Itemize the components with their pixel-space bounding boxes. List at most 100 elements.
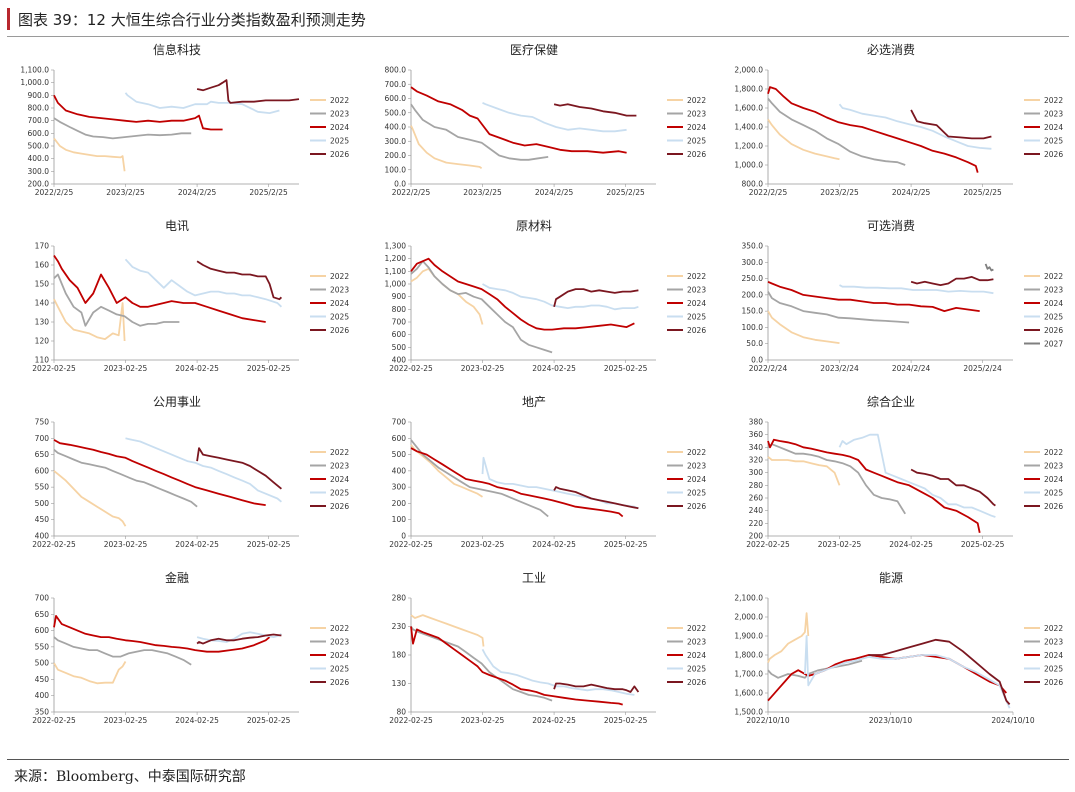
chart-panel-12: 能源 2,100.0 2,000.0 1,900.0 1,800.0 1,700.0 1,6… <box>734 571 1063 725</box>
x-tick-label: 2024-02-25 <box>532 540 576 549</box>
series-line-2024 <box>410 447 624 518</box>
panel-title: 能源 <box>879 571 903 585</box>
x-tick-label: 2024-02-25 <box>175 364 219 373</box>
y-tick-label: 150 <box>35 280 50 289</box>
y-tick-label: 700 <box>35 594 50 603</box>
x-tick-label: 2025-02-25 <box>604 364 648 373</box>
y-tick-label: 130 <box>392 679 407 688</box>
legend-label-2025: 2025 <box>1044 665 1063 674</box>
y-tick-label: 900.0 <box>28 91 50 100</box>
x-tick-label: 2023/2/25 <box>463 188 502 197</box>
y-tick-label: 200.0 <box>385 151 407 160</box>
y-tick-label: 220 <box>749 519 764 528</box>
y-tick-label: 1,900.0 <box>734 632 763 641</box>
y-tick-label: 280 <box>392 594 407 603</box>
legend-label-2026: 2026 <box>687 150 706 159</box>
y-tick-label: 350.0 <box>742 242 764 251</box>
y-tick-label: 750 <box>35 418 50 427</box>
y-tick-label: 1,100 <box>385 267 407 276</box>
y-tick-label: 200.0 <box>742 290 764 299</box>
y-tick-label: 350 <box>35 708 50 717</box>
y-tick-label: 300 <box>392 483 407 492</box>
series-line-2022 <box>53 137 126 172</box>
y-tick-label: 2,000.0 <box>734 613 763 622</box>
series-line-2026 <box>196 633 282 645</box>
panel-title: 医疗保健 <box>510 43 558 57</box>
series-line-2025 <box>124 92 280 114</box>
y-tick-label: 380 <box>749 418 764 427</box>
legend-label-2023: 2023 <box>1044 110 1063 119</box>
series-line-2023 <box>53 273 180 327</box>
y-tick-label: 1,000.0 <box>734 161 763 170</box>
series-line-2023 <box>410 625 553 702</box>
legend-label-2022: 2022 <box>1044 96 1063 105</box>
series-line-2022 <box>767 456 841 486</box>
x-tick-label: 2022/10/10 <box>746 716 789 725</box>
legend-label-2022: 2022 <box>1044 624 1063 633</box>
series-line-2024 <box>410 257 635 331</box>
y-tick-label: 600.0 <box>28 129 50 138</box>
y-tick-label: 120 <box>35 337 50 346</box>
legend-label-2023: 2023 <box>1044 638 1063 647</box>
x-tick-label: 2022-02-25 <box>32 364 76 373</box>
y-tick-label: 1,600.0 <box>734 689 763 698</box>
legend-label-2024: 2024 <box>330 475 349 484</box>
series-line-2024 <box>53 615 271 653</box>
series-line-2022 <box>410 444 483 498</box>
x-tick-label: 2024-02-25 <box>175 540 219 549</box>
y-tick-label: 800.0 <box>385 66 407 75</box>
y-tick-label: 2,100.0 <box>734 594 763 603</box>
y-tick-label: 300.0 <box>742 258 764 267</box>
y-tick-label: 500 <box>35 499 50 508</box>
legend-label-2023: 2023 <box>687 638 706 647</box>
series-line-2024 <box>410 86 627 154</box>
y-tick-label: 700 <box>35 434 50 443</box>
legend-label-2024: 2024 <box>687 475 706 484</box>
series-line-2023 <box>410 260 553 354</box>
y-tick-label: 300 <box>749 468 764 477</box>
legend-label-2026: 2026 <box>1044 502 1063 511</box>
legend-label-2022: 2022 <box>1044 448 1063 457</box>
x-tick-label: 2022/2/25 <box>749 188 788 197</box>
legend-label-2023: 2023 <box>687 462 706 471</box>
y-tick-label: 450 <box>35 675 50 684</box>
y-tick-label: 650 <box>35 610 50 619</box>
series-line-2023 <box>53 449 198 508</box>
legend-label-2024: 2024 <box>330 299 349 308</box>
series-line-2026 <box>196 447 282 490</box>
header-divider <box>7 36 1069 37</box>
x-tick-label: 2024/2/25 <box>535 188 574 197</box>
y-tick-label: 100.0 <box>742 323 764 332</box>
legend-label-2024: 2024 <box>1044 123 1063 132</box>
series-line-2025 <box>804 635 1011 709</box>
y-tick-label: 50.0 <box>746 339 763 348</box>
y-tick-label: 180 <box>392 651 407 660</box>
panel-title: 综合企业 <box>867 394 915 409</box>
y-tick-label: 230 <box>392 622 407 631</box>
series-line-2023 <box>410 103 549 161</box>
legend-label-2025: 2025 <box>330 489 349 498</box>
y-tick-label: 280 <box>749 481 764 490</box>
series-line-2022 <box>767 118 840 161</box>
y-tick-label: 600 <box>35 626 50 635</box>
legend-label-2022: 2022 <box>687 624 706 633</box>
y-tick-label: 100 <box>392 515 407 524</box>
source-note: 来源：Bloomberg、中泰国际研究部 <box>14 769 246 785</box>
x-tick-label: 2025-02-25 <box>604 540 648 549</box>
series-line-2026 <box>910 468 996 507</box>
y-tick-label: 600 <box>392 330 407 339</box>
x-tick-label: 2025-02-25 <box>961 540 1005 549</box>
legend-label-2024: 2024 <box>1044 299 1063 308</box>
legend-label-2024: 2024 <box>687 651 706 660</box>
series-line-2026 <box>868 638 1011 705</box>
series-line-2027 <box>984 263 994 272</box>
x-tick-label: 2025/2/25 <box>606 188 645 197</box>
x-tick-label: 2023-02-25 <box>461 364 505 373</box>
y-tick-label: 300.0 <box>28 167 50 176</box>
x-tick-label: 2023-02-25 <box>104 540 148 549</box>
series-line-2022 <box>410 614 485 647</box>
y-tick-label: 400.0 <box>385 123 407 132</box>
series-line-2026 <box>553 682 640 693</box>
